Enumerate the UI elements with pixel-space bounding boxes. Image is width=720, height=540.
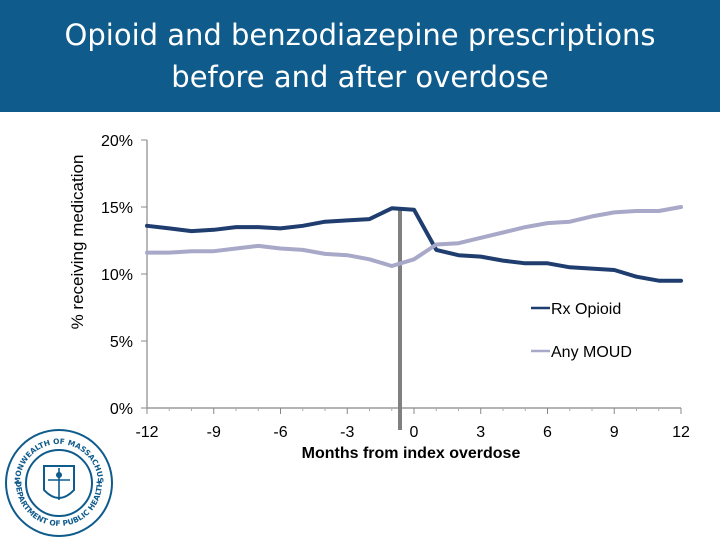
x-tick-label: -3 [340,424,354,441]
legend-label: Rx Opioid [551,301,621,318]
line-chart: 0% 5% 10% 15% 20% -12 -9 -6 -3 0 3 6 9 12 Months from … [101,133,690,462]
x-tick-label: -12 [135,424,158,441]
chart-title-line-2: before and after overdose [171,60,549,94]
y-tick-label: 20% [101,133,133,150]
series-line-any-moud [145,205,683,268]
y-tick-label: 0% [110,401,133,418]
x-tick-label: 6 [543,424,552,441]
series-line-rx-opioid [145,206,683,283]
chart-title: Opioid and benzodiazepine prescriptions … [0,14,720,98]
y-tick-label: 15% [101,200,133,217]
title-banner: Opioid and benzodiazepine prescriptions … [0,0,720,112]
x-tick-label: 0 [410,424,419,441]
x-tick-label: -9 [207,424,221,441]
y-tick-label: 10% [101,267,133,284]
chart-title-line-1: Opioid and benzodiazepine prescriptions [64,18,656,52]
x-tick-label: 9 [610,424,619,441]
x-tick-label: 3 [476,424,485,441]
x-axis-label: Months from index overdose [302,445,521,462]
x-tick-label: -6 [273,424,287,441]
x-tick-label: 12 [672,424,690,441]
y-tick-label: 5% [110,334,133,351]
legend-label: Any MOUD [551,344,632,361]
department-seal-logo: COMMONWEALTH OF MASSACHUSETTS DEPARTMENT… [4,428,113,537]
